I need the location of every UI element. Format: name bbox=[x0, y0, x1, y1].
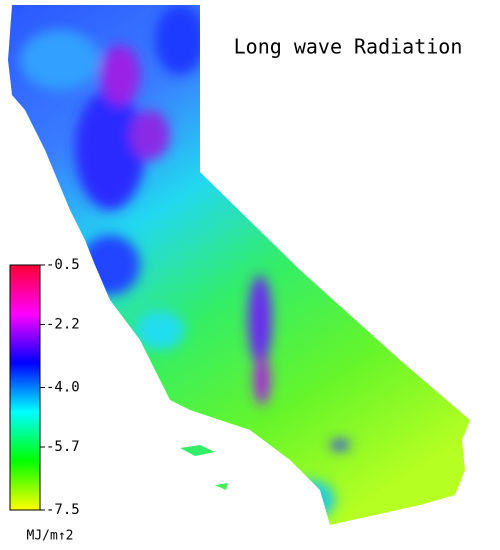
colorbar-tick-label: -5.7 bbox=[46, 439, 80, 455]
colorbar-tick-label: -4.0 bbox=[46, 380, 80, 396]
colorbar-tick-label: -0.5 bbox=[46, 257, 80, 273]
colorbar-tick-label: -2.2 bbox=[46, 317, 80, 333]
colorbar-unit: MJ/m↑2 bbox=[27, 529, 74, 544]
colorbar: -0.5 -2.2 -4.0 -5.7 -7.5 bbox=[9, 257, 80, 518]
colorbar-scale bbox=[9, 264, 41, 511]
island bbox=[180, 445, 215, 456]
map-title: Long wave Radiation bbox=[234, 35, 463, 59]
island bbox=[215, 483, 228, 490]
colorbar-tick-label: -7.5 bbox=[46, 502, 80, 518]
